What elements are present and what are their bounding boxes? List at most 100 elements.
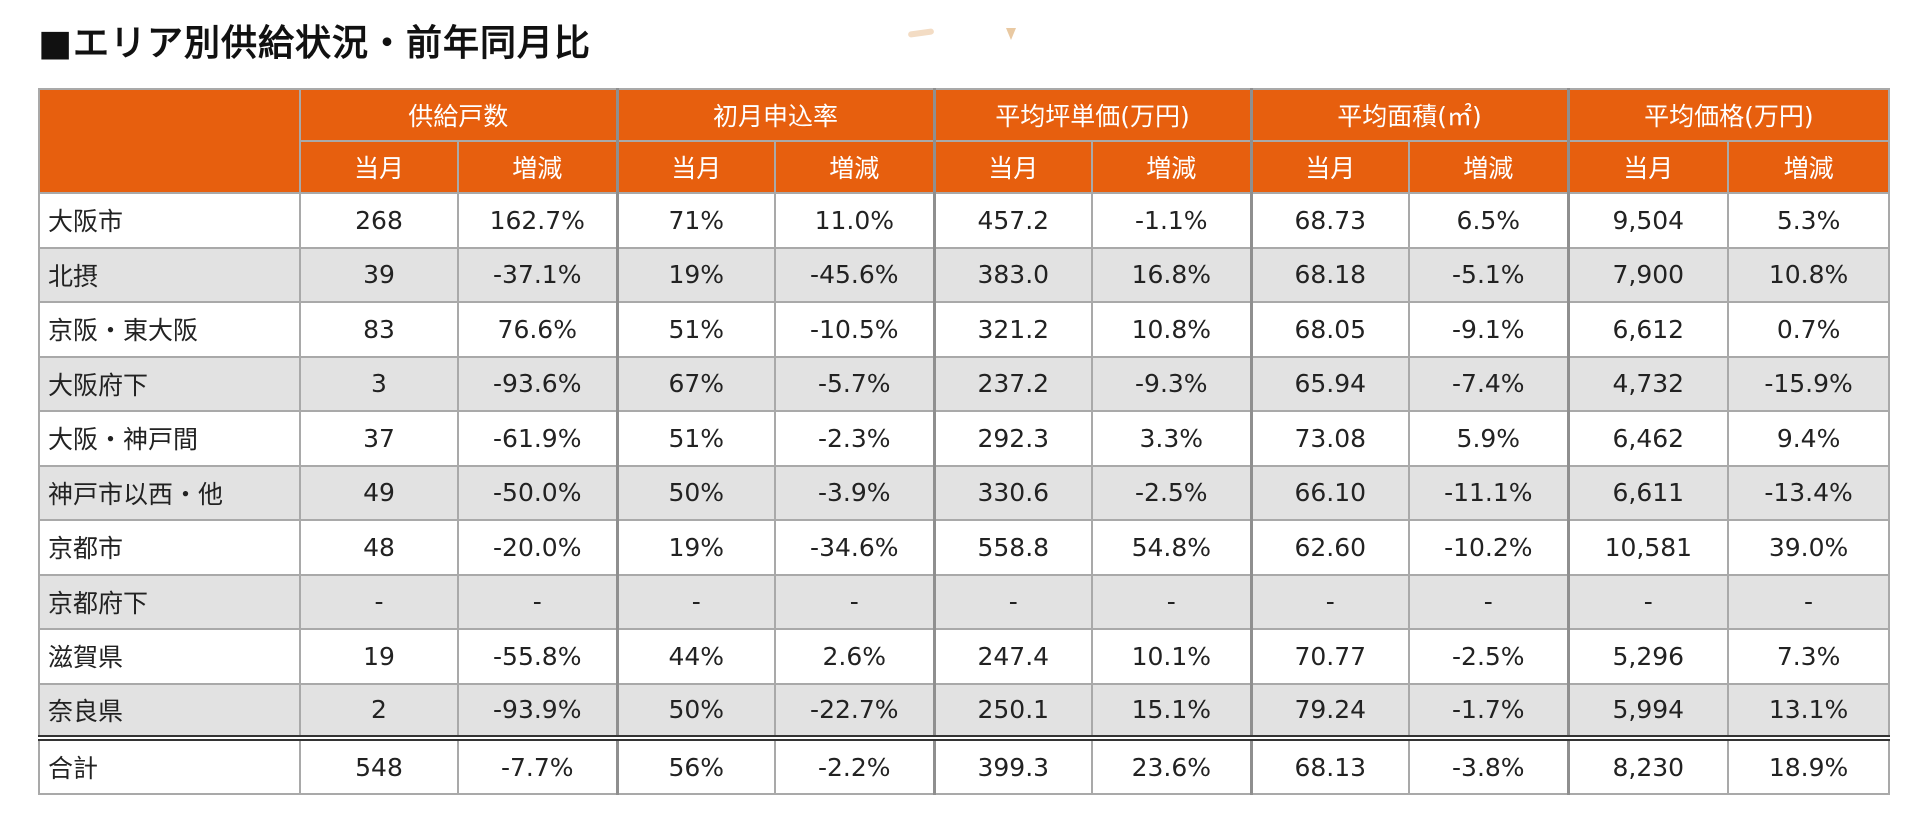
current-value-cell: 268 <box>299 192 459 249</box>
change-value-cell: - <box>456 573 619 630</box>
change-value-cell: -5.7% <box>774 355 936 412</box>
area-name-cell: 滋賀県 <box>38 628 301 685</box>
current-value-cell: 558.8 <box>932 519 1094 576</box>
current-value-cell: 39 <box>299 246 459 303</box>
current-value-cell: 73.08 <box>1249 410 1411 467</box>
supply-table: 供給戸数 初月申込率 平均坪単価(万円) 平均面積(㎡) 平均価格(万円) 当月… <box>38 88 1891 795</box>
table-row: 大阪府下 3 -93.6% 67% -5.7% 237.2 -9.3% 65.94 -7.4% 4… <box>38 355 1891 412</box>
current-value-cell: 247.4 <box>932 628 1094 685</box>
change-value-cell: 15.1% <box>1091 682 1253 739</box>
current-value-cell: 6,612 <box>1566 301 1730 358</box>
change-value-cell: 39.0% <box>1727 519 1891 576</box>
change-value-cell: -2.3% <box>774 410 936 467</box>
header-change: 増減 <box>456 140 619 194</box>
change-value-cell: -2.5% <box>1408 628 1570 685</box>
change-value-cell: 7.3% <box>1727 628 1891 685</box>
page-title: ■エリア別供給状況・前年同月比 <box>38 23 592 64</box>
current-value-cell: 51% <box>615 301 777 358</box>
change-value-cell: 9.4% <box>1727 410 1891 467</box>
current-value-cell: 66.10 <box>1249 464 1411 521</box>
total-current-cell: 399.3 <box>932 735 1094 795</box>
change-value-cell: 162.7% <box>456 192 619 249</box>
current-value-cell: 10,581 <box>1566 519 1730 576</box>
current-value-cell: - <box>615 573 777 630</box>
current-value-cell: 37 <box>299 410 459 467</box>
area-name-cell: 京阪・東大阪 <box>38 301 301 358</box>
current-value-cell: 250.1 <box>932 682 1094 739</box>
table-row: 滋賀県 19 -55.8% 44% 2.6% 247.4 10.1% 70.77 -2.5% 5,… <box>38 628 1891 685</box>
change-value-cell: -9.1% <box>1408 301 1570 358</box>
change-value-cell: 16.8% <box>1091 246 1253 303</box>
current-value-cell: 68.05 <box>1249 301 1411 358</box>
current-value-cell: 68.18 <box>1249 246 1411 303</box>
header-group-avg-tsubo-price: 平均坪単価(万円) <box>932 88 1253 142</box>
change-value-cell: -93.6% <box>456 355 619 412</box>
current-value-cell: 68.73 <box>1249 192 1411 249</box>
header-change: 増減 <box>774 140 936 194</box>
decorative-mark <box>1006 28 1016 40</box>
change-value-cell: -45.6% <box>774 246 936 303</box>
change-value-cell: 6.5% <box>1408 192 1570 249</box>
change-value-cell: 13.1% <box>1727 682 1891 739</box>
table-row: 奈良県 2 -93.9% 50% -22.7% 250.1 15.1% 79.24 -1.7% 5… <box>38 682 1891 739</box>
current-value-cell: 9,504 <box>1566 192 1730 249</box>
current-value-cell: 48 <box>299 519 459 576</box>
change-value-cell: -10.2% <box>1408 519 1570 576</box>
total-current-cell: 8,230 <box>1566 735 1730 795</box>
total-change-cell: -2.2% <box>774 735 936 795</box>
total-row: 合計 548 -7.7% 56% -2.2% 399.3 23.6% 68.13 -3.8% 8,… <box>38 735 1891 795</box>
change-value-cell: -9.3% <box>1091 355 1253 412</box>
current-value-cell: 3 <box>299 355 459 412</box>
total-current-cell: 56% <box>615 735 777 795</box>
current-value-cell: 237.2 <box>932 355 1094 412</box>
current-value-cell: 457.2 <box>932 192 1094 249</box>
change-value-cell: 10.8% <box>1727 246 1891 303</box>
total-change-cell: -7.7% <box>456 735 619 795</box>
change-value-cell: -50.0% <box>456 464 619 521</box>
change-value-cell: -10.5% <box>774 301 936 358</box>
current-value-cell: 383.0 <box>932 246 1094 303</box>
current-value-cell: 62.60 <box>1249 519 1411 576</box>
header-current: 当月 <box>1249 140 1411 194</box>
header-change: 増減 <box>1727 140 1891 194</box>
table-body: 大阪市 268 162.7% 71% 11.0% 457.2 -1.1% 68.73 6.5% 9… <box>38 192 1891 739</box>
total-change-cell: 23.6% <box>1091 735 1253 795</box>
change-value-cell: -1.7% <box>1408 682 1570 739</box>
current-value-cell: 5,296 <box>1566 628 1730 685</box>
current-value-cell: 70.77 <box>1249 628 1411 685</box>
area-name-cell: 大阪市 <box>38 192 301 249</box>
current-value-cell: 2 <box>299 682 459 739</box>
area-name-cell: 大阪府下 <box>38 355 301 412</box>
current-value-cell: 51% <box>615 410 777 467</box>
area-name-cell: 大阪・神戸間 <box>38 410 301 467</box>
header-corner <box>38 88 301 194</box>
header-change: 増減 <box>1408 140 1570 194</box>
current-value-cell: 79.24 <box>1249 682 1411 739</box>
decorative-mark <box>907 28 935 38</box>
current-value-cell: 6,462 <box>1566 410 1730 467</box>
change-value-cell: - <box>1727 573 1891 630</box>
change-value-cell: 10.8% <box>1091 301 1253 358</box>
change-value-cell: 54.8% <box>1091 519 1253 576</box>
table-row: 北摂 39 -37.1% 19% -45.6% 383.0 16.8% 68.18 -5.1% 7… <box>38 246 1891 303</box>
total-current-cell: 548 <box>299 735 459 795</box>
change-value-cell: -55.8% <box>456 628 619 685</box>
change-value-cell: -37.1% <box>456 246 619 303</box>
area-name-cell: 北摂 <box>38 246 301 303</box>
current-value-cell: 65.94 <box>1249 355 1411 412</box>
total-label-cell: 合計 <box>38 735 301 795</box>
header-current: 当月 <box>299 140 459 194</box>
header-current: 当月 <box>1566 140 1730 194</box>
current-value-cell: 19% <box>615 246 777 303</box>
change-value-cell: -93.9% <box>456 682 619 739</box>
current-value-cell: 7,900 <box>1566 246 1730 303</box>
change-value-cell: - <box>1091 573 1253 630</box>
header-current: 当月 <box>932 140 1094 194</box>
change-value-cell: - <box>1408 573 1570 630</box>
change-value-cell: -1.1% <box>1091 192 1253 249</box>
current-value-cell: 19% <box>615 519 777 576</box>
table-row: 大阪市 268 162.7% 71% 11.0% 457.2 -1.1% 68.73 6.5% 9… <box>38 192 1891 249</box>
current-value-cell: 49 <box>299 464 459 521</box>
change-value-cell: 10.1% <box>1091 628 1253 685</box>
current-value-cell: 4,732 <box>1566 355 1730 412</box>
